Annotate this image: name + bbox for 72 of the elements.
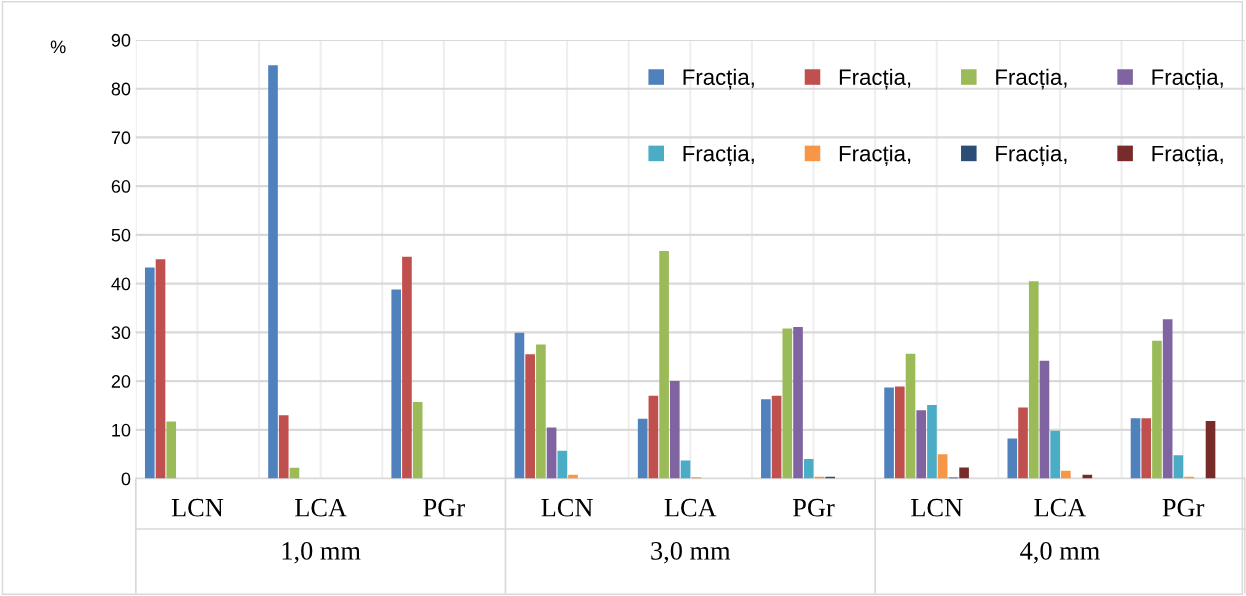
legend-label: Fracția,: [996, 68, 1067, 90]
bar: [525, 354, 535, 479]
bar: [771, 395, 782, 479]
y-tick-label: 70: [111, 131, 131, 145]
y-axis-title: %: [50, 40, 66, 54]
bar: [1061, 470, 1071, 479]
x-tick-label: LCN: [171, 498, 224, 517]
y-tick-label: 30: [111, 326, 131, 340]
bar: [536, 344, 546, 479]
text: 3,0 mm: [651, 541, 731, 564]
bar: [659, 250, 669, 479]
x-tick-label: PGr: [793, 498, 835, 517]
y-tick-label: 0: [121, 472, 131, 486]
legend-label: Fracția,: [683, 68, 754, 90]
y-tick-label: 40: [111, 277, 131, 291]
y-tick-label: 80: [111, 82, 131, 96]
bar: [648, 395, 659, 479]
bar: [637, 418, 648, 479]
x-tick-label: LCN: [541, 498, 593, 517]
y-tick-label: 50: [111, 228, 131, 242]
bar: [1018, 407, 1028, 479]
y-tick-label: 90: [111, 33, 131, 47]
legend-label: Fracția,: [839, 145, 911, 166]
x-tick-label: PGr: [1162, 498, 1205, 517]
bar: [937, 454, 948, 479]
bar: [959, 467, 969, 479]
x-tick-label: PGr: [423, 498, 465, 517]
bar: [278, 415, 289, 479]
y-tick-label: 20: [111, 375, 131, 388]
legend-label: Fracția,: [1152, 145, 1223, 166]
bar: [1028, 281, 1039, 479]
legend-label: Fracția,: [839, 68, 911, 90]
bar: [546, 427, 557, 479]
text: 1,0 mm: [282, 541, 361, 564]
bar: [761, 399, 771, 479]
bar: [884, 387, 894, 479]
bar: [782, 328, 793, 479]
y-tick-label: 60: [111, 180, 131, 193]
bar: [402, 256, 412, 479]
bar: [412, 402, 423, 479]
bar: [1050, 430, 1060, 479]
bar: [557, 450, 568, 479]
y-tick-label: 10: [112, 423, 131, 437]
bar: [894, 386, 905, 479]
legend-label: Fracția,: [683, 145, 754, 166]
bar: [166, 421, 177, 479]
bar: [1141, 418, 1152, 479]
bar: [1205, 421, 1216, 479]
x-tick-label: LCA: [295, 498, 347, 517]
x-tick-label: LCA: [664, 498, 717, 517]
text: 4,0 mm: [1020, 541, 1100, 564]
bar: [268, 65, 278, 479]
bar: [927, 404, 937, 479]
x-tick-label: LCN: [911, 498, 963, 517]
bar: [155, 259, 166, 479]
bar: [1007, 438, 1018, 479]
bar: [793, 327, 803, 479]
legend-label: Fracția,: [1152, 68, 1223, 90]
bar: [514, 332, 525, 479]
bar: [391, 289, 402, 479]
bar: [916, 410, 927, 479]
bar: [1130, 418, 1141, 479]
x-tick-label: LCA: [1034, 498, 1087, 517]
bar: [144, 267, 155, 479]
bar: [803, 459, 814, 479]
legend-label: Fracția,: [996, 145, 1067, 166]
bar: [905, 353, 916, 479]
bar: [1152, 340, 1162, 479]
bar: [669, 381, 680, 479]
bar: [1039, 360, 1050, 479]
bar: [1162, 319, 1173, 479]
bar: [1173, 455, 1184, 479]
